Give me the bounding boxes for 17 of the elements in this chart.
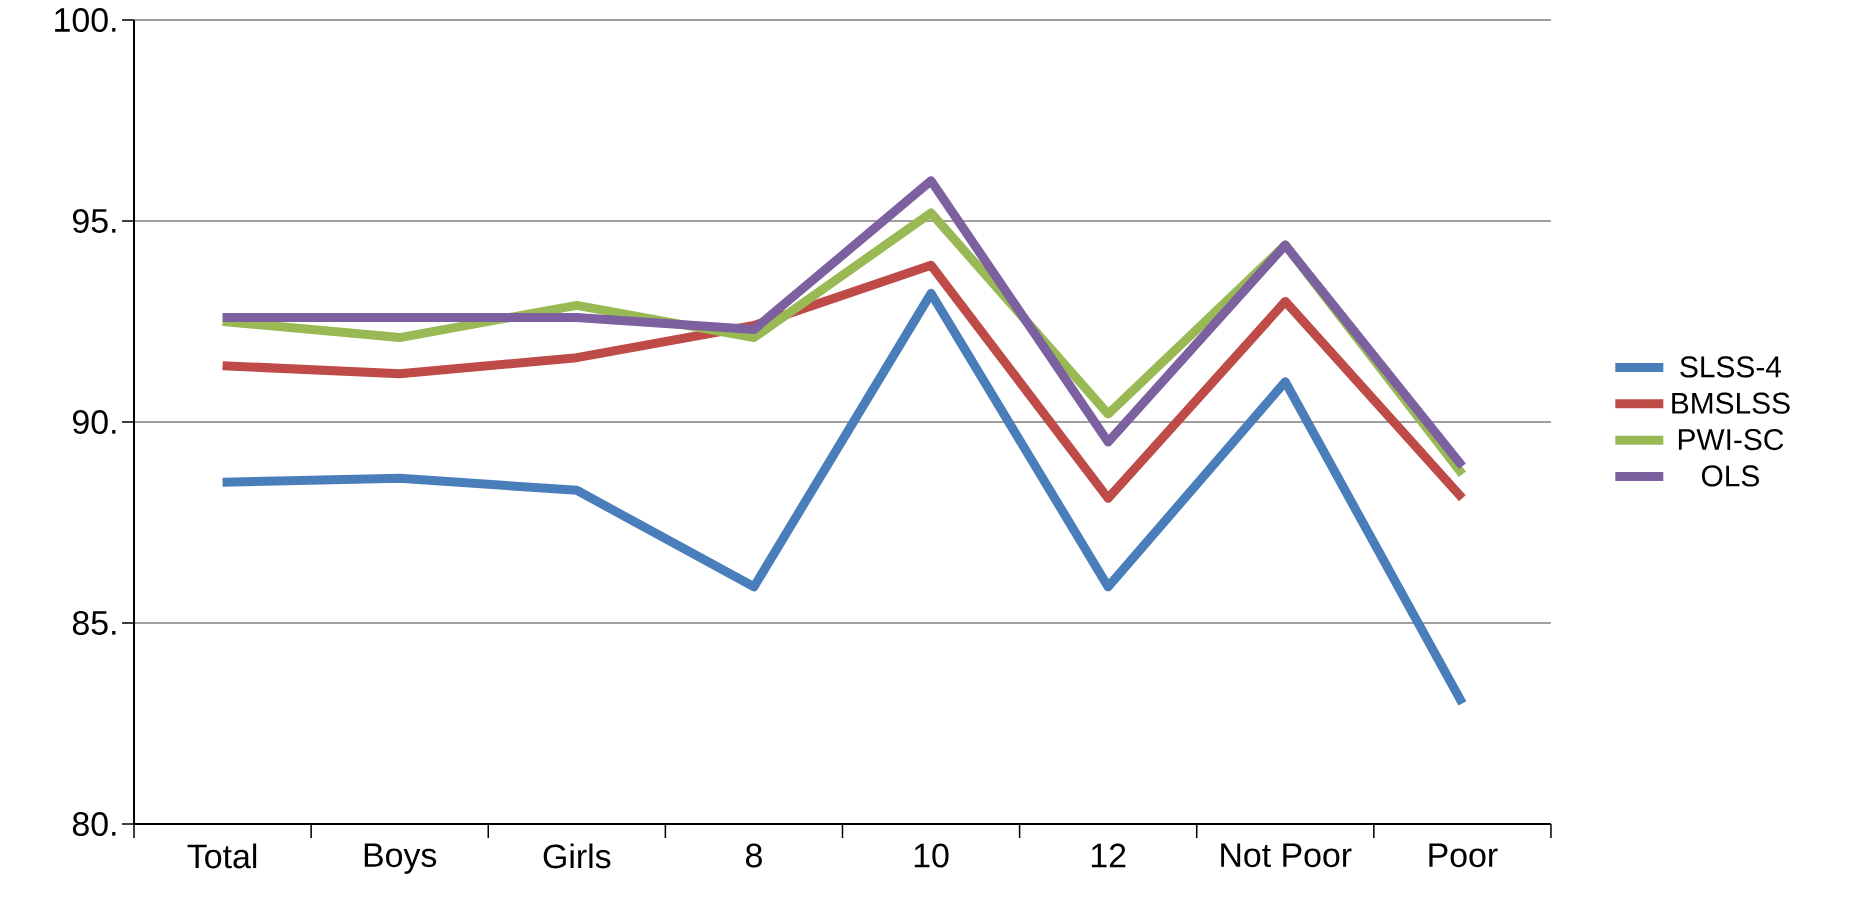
y-tick-label: 80. [72, 811, 116, 836]
x-tick-label: Total [187, 843, 257, 869]
x-tick-label: 12 [1091, 843, 1126, 868]
x-tick-label: Girls [543, 843, 611, 869]
x-tick-label: Not Poor [1221, 843, 1352, 868]
legend-label: OLS [1701, 465, 1759, 487]
x-tick-label: Boys [364, 843, 437, 874]
y-tick-label: 100. [55, 7, 116, 32]
y-tick-label: 95. [73, 208, 116, 233]
legend-label: BMSLSS [1672, 392, 1790, 414]
x-tick-label: Poor [1429, 843, 1498, 868]
legend-label: PWI-SC [1678, 428, 1784, 451]
legend-label: SLSS-4 [1680, 356, 1782, 378]
x-tick-label: 10 [914, 843, 949, 868]
x-tick-label: 8 [745, 843, 762, 868]
y-tick-label: 85. [72, 610, 116, 635]
y-tick-label: 90. [73, 409, 116, 434]
